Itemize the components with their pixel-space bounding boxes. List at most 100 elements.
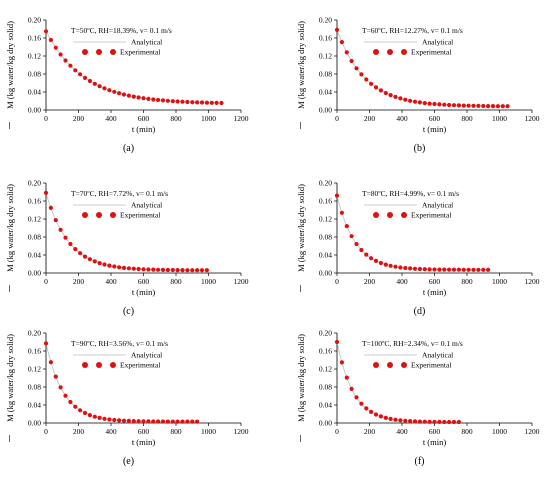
x-axis-label: t (min) xyxy=(423,437,447,447)
panel-label: (f) xyxy=(415,456,425,467)
experimental-point xyxy=(398,265,403,270)
experimental-point xyxy=(146,267,151,272)
analytical-curve xyxy=(336,195,489,271)
experimental-point xyxy=(432,419,437,424)
experimental-point xyxy=(131,419,136,424)
experimental-point xyxy=(87,257,92,262)
experimental-point xyxy=(408,419,413,424)
x-tick-label: 400 xyxy=(396,277,408,286)
x-tick-label: 0 xyxy=(44,277,48,286)
experimental-point xyxy=(378,260,383,266)
experimental-point xyxy=(92,414,97,419)
experimental-point xyxy=(195,268,200,273)
experimental-point xyxy=(398,418,403,423)
y-tick-label: 0.20 xyxy=(28,16,41,25)
y-tick-label: 0.20 xyxy=(28,179,41,188)
experimental-point xyxy=(344,50,349,55)
legend-experimental-label: Experimental xyxy=(120,48,160,57)
experimental-point xyxy=(48,360,54,365)
x-tick-label: 0 xyxy=(335,114,339,123)
experimental-point xyxy=(117,91,122,96)
condition-annotation: T=70ºC, RH=7.72%, v= 0.1 m/s xyxy=(71,189,168,198)
x-tick-label: 200 xyxy=(364,277,376,286)
legend-marker-swatch xyxy=(82,362,88,368)
experimental-point xyxy=(364,406,369,411)
experimental-point xyxy=(373,412,379,417)
experimental-point xyxy=(180,99,185,104)
experimental-point xyxy=(190,268,195,273)
experimental-point xyxy=(466,103,471,108)
experimental-point xyxy=(151,97,156,102)
experimental-point xyxy=(442,267,447,272)
x-axis-label: t (min) xyxy=(132,124,156,134)
experimental-point xyxy=(107,417,112,422)
panel-label: (a) xyxy=(123,143,134,154)
legend-marker-swatch xyxy=(110,49,116,55)
y-tick-label: 0.12 xyxy=(28,215,41,224)
y-axis-label: M (kg water/kg dry solid) xyxy=(5,184,15,272)
experimental-point xyxy=(456,419,461,425)
experimental-point xyxy=(175,419,180,424)
x-tick-label: 800 xyxy=(170,277,182,286)
experimental-point xyxy=(432,267,437,272)
experimental-point xyxy=(364,252,369,257)
y-tick-label: 0.08 xyxy=(319,383,332,392)
experimental-point xyxy=(117,418,122,423)
experimental-point xyxy=(170,419,175,424)
y-axis-label: M (kg water/kg dry solid) xyxy=(296,334,306,422)
experimental-point xyxy=(505,104,510,109)
experimental-point xyxy=(87,78,92,84)
x-tick-label: 1000 xyxy=(492,277,507,286)
experimental-point xyxy=(437,419,442,424)
experimental-point xyxy=(388,416,393,421)
experimental-point xyxy=(378,88,383,93)
experimental-point xyxy=(199,100,205,105)
experimental-point xyxy=(126,93,131,98)
x-tick-label: 600 xyxy=(138,427,150,436)
experimental-point xyxy=(160,419,166,424)
legend-experimental-label: Experimental xyxy=(120,361,160,370)
x-tick-label: 1200 xyxy=(234,277,249,286)
experimental-point xyxy=(451,267,457,272)
experimental-point xyxy=(48,37,54,43)
legend-marker-swatch xyxy=(401,212,407,218)
experimental-point xyxy=(63,235,68,240)
experimental-point xyxy=(451,419,457,425)
x-tick-label: 800 xyxy=(170,427,182,436)
y-tick-label: 0.00 xyxy=(28,106,41,115)
experimental-point xyxy=(412,99,418,104)
experimental-point xyxy=(73,247,78,252)
experimental-point xyxy=(219,100,224,106)
experimental-point xyxy=(97,415,102,420)
experimental-point xyxy=(204,100,209,105)
experimental-point xyxy=(359,401,364,406)
experimental-point xyxy=(349,386,354,391)
experimental-point xyxy=(82,410,88,416)
x-tick-label: 400 xyxy=(396,114,408,123)
experimental-point xyxy=(102,416,107,421)
experimental-point xyxy=(53,218,58,223)
panel-label: (e) xyxy=(123,456,134,467)
experimental-point xyxy=(121,418,127,423)
condition-annotation: T=60ºC, RH=12.27%, v= 0.1 m/s xyxy=(362,26,463,35)
x-axis-label: t (min) xyxy=(132,287,156,297)
experimental-point xyxy=(486,267,491,272)
y-tick-label: 0.12 xyxy=(28,52,41,61)
y-tick-label: 0.04 xyxy=(319,251,332,260)
experimental-point xyxy=(53,45,58,50)
x-tick-label: 800 xyxy=(461,277,473,286)
experimental-point xyxy=(165,98,170,103)
experimental-point xyxy=(388,93,393,98)
y-tick-label: 0.16 xyxy=(319,34,332,43)
legend-marker-swatch xyxy=(82,49,88,55)
x-axis-label: t (min) xyxy=(423,287,447,297)
experimental-point xyxy=(486,104,491,109)
experimental-point xyxy=(339,210,344,215)
legend-marker-swatch xyxy=(373,49,379,55)
panel-label: (b) xyxy=(414,143,426,154)
experimental-point xyxy=(204,268,209,273)
experimental-point xyxy=(131,266,136,271)
legend-analytical-label: Analytical xyxy=(422,351,453,360)
chart-panel-b: 0.00 0.04 0.08 0.12 0.16 0.20 0 200 400 600 800 100… xyxy=(296,16,540,155)
